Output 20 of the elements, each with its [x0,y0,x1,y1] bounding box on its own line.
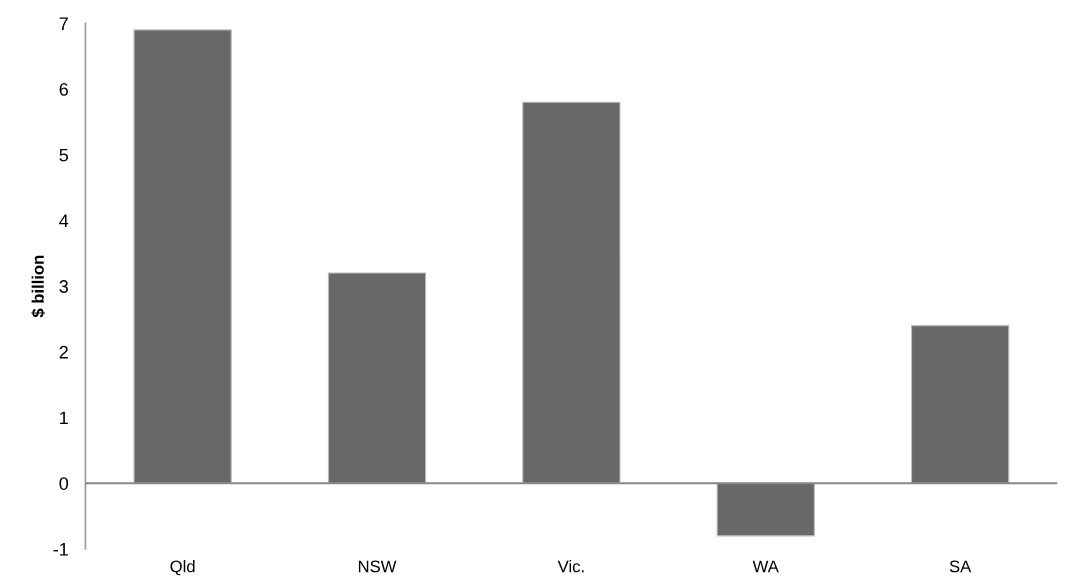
y-tick-label: -1 [53,543,68,556]
x-tick-label: Qld [170,560,195,576]
y-tick-label: 2 [59,345,68,359]
bar [910,325,1010,484]
y-tick-label: 6 [59,82,68,96]
x-tick-label: Vic. [557,560,584,573]
x-tick-label: WA [752,560,779,573]
y-tick-label: 3 [59,280,68,293]
y-axis-title: $ billion [31,255,45,318]
y-tick-label: 0 [59,477,69,490]
bar [716,482,815,537]
bar [327,272,427,484]
bar [133,29,232,484]
y-tick-label: 5 [59,148,69,162]
x-tick-label: NSW [358,560,397,573]
y-tick-label: 1 [60,411,68,425]
bar [522,101,621,484]
y-tick-label: 7 [59,17,68,30]
x-tick-label: SA [949,560,972,573]
y-tick-label: 4 [59,214,69,227]
